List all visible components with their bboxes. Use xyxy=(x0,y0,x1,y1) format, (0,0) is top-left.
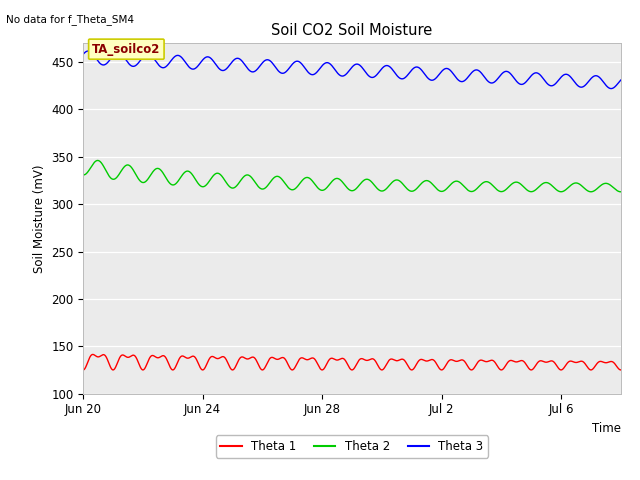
Theta 1 xyxy=(617,367,625,373)
Theta 2 xyxy=(429,182,436,188)
Theta 1 xyxy=(79,367,87,373)
Theta 1 xyxy=(89,351,97,357)
Title: Soil CO2 Soil Moisture: Soil CO2 Soil Moisture xyxy=(271,23,433,38)
Theta 3 xyxy=(402,74,410,80)
Theta 2 xyxy=(481,179,488,185)
Theta 3 xyxy=(84,48,92,54)
Theta 2 xyxy=(522,186,529,192)
Line: Theta 2: Theta 2 xyxy=(83,160,621,192)
Text: No data for f_Theta_SM4: No data for f_Theta_SM4 xyxy=(6,14,134,25)
Theta 2 xyxy=(285,185,292,191)
Text: TA_soilco2: TA_soilco2 xyxy=(92,43,161,56)
Y-axis label: Soil Moisture (mV): Soil Moisture (mV) xyxy=(33,164,45,273)
Theta 3 xyxy=(177,54,185,60)
Theta 3 xyxy=(429,77,436,83)
Theta 1 xyxy=(402,359,410,365)
Theta 2 xyxy=(79,172,87,178)
Legend: Theta 1, Theta 2, Theta 3: Theta 1, Theta 2, Theta 3 xyxy=(216,435,488,458)
Theta 2 xyxy=(402,184,410,190)
Theta 1 xyxy=(285,363,292,369)
Theta 1 xyxy=(177,354,185,360)
Line: Theta 1: Theta 1 xyxy=(83,354,621,370)
X-axis label: Time: Time xyxy=(592,422,621,435)
Theta 2 xyxy=(94,157,102,163)
Theta 1 xyxy=(481,359,488,364)
Theta 1 xyxy=(429,357,436,362)
Theta 3 xyxy=(481,74,488,80)
Theta 2 xyxy=(177,174,185,180)
Theta 3 xyxy=(607,86,615,92)
Line: Theta 3: Theta 3 xyxy=(83,51,621,89)
Theta 1 xyxy=(522,360,529,366)
Theta 3 xyxy=(522,80,529,85)
Theta 3 xyxy=(285,66,292,72)
Theta 3 xyxy=(79,51,87,57)
Theta 3 xyxy=(617,77,625,83)
Theta 2 xyxy=(617,189,625,195)
